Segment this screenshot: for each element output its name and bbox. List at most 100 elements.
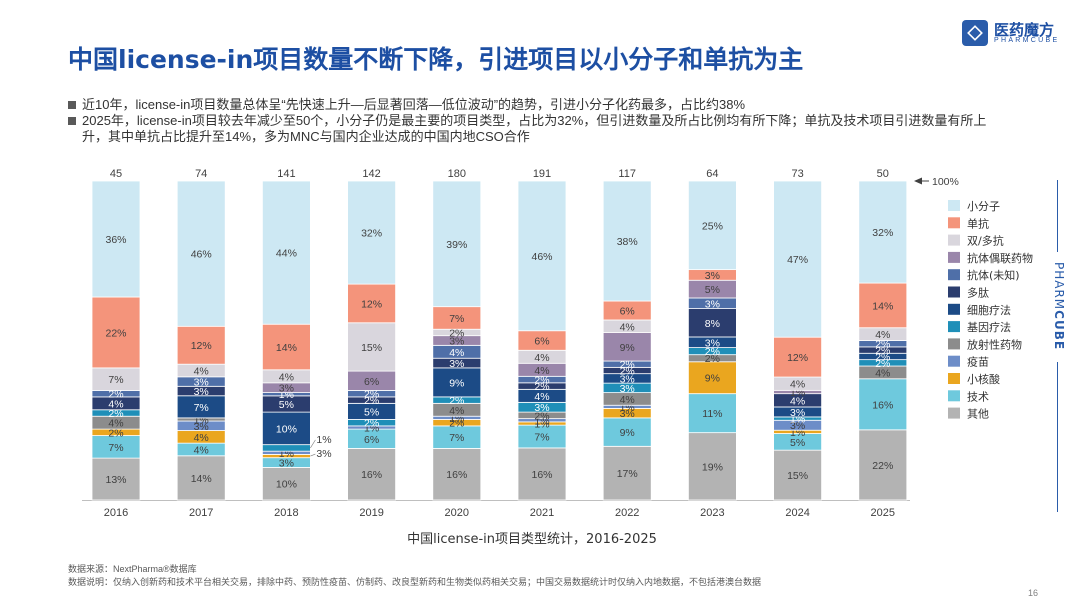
legend-swatch xyxy=(948,338,960,350)
bar-segment xyxy=(261,180,311,325)
bar-segment xyxy=(602,445,652,501)
bar-segment xyxy=(176,180,226,327)
data-label: 9% xyxy=(705,373,720,385)
data-label: 12% xyxy=(787,352,808,364)
x-tick-label: 2025 xyxy=(871,507,895,519)
bullet-text: 2025年，license-in项目较去年减少至50个，小分子仍是最主要的项目类… xyxy=(82,113,987,144)
side-brand-part2: CUBE xyxy=(1052,310,1066,351)
data-label: 14% xyxy=(872,300,893,312)
data-label: 3% xyxy=(620,373,635,385)
data-label: 4% xyxy=(534,352,549,364)
bullet-item: 近10年，license-in项目数量总体呈“先快速上升—后显著回落—低位波动”… xyxy=(68,97,1008,113)
data-label: 3% xyxy=(194,386,209,398)
data-label: 4% xyxy=(534,391,549,403)
bar-segment xyxy=(602,332,652,362)
data-label: 2% xyxy=(534,381,549,393)
data-label: 2% xyxy=(449,418,464,430)
legend-swatch xyxy=(948,355,960,367)
data-label: 6% xyxy=(620,305,635,317)
bar-segment xyxy=(176,455,226,501)
data-label: 19% xyxy=(702,461,723,473)
data-label: 3% xyxy=(705,337,720,349)
x-tick-label: 2020 xyxy=(445,507,469,519)
data-label: 16% xyxy=(531,469,552,481)
data-label: 7% xyxy=(108,442,123,454)
data-label: 46% xyxy=(531,251,552,263)
legend-swatch xyxy=(948,390,960,402)
data-label: 39% xyxy=(446,239,467,251)
data-label: 12% xyxy=(361,298,382,310)
data-label: 4% xyxy=(449,405,464,417)
data-label: 3% xyxy=(194,377,209,389)
summary-bullets: 近10年，license-in项目数量总体呈“先快速上升—后显著回落—低位波动”… xyxy=(68,97,1008,145)
bar-segment xyxy=(773,180,822,338)
data-label: 7% xyxy=(449,432,464,444)
data-label: 6% xyxy=(534,336,549,348)
data-label: 25% xyxy=(702,220,723,232)
bar-total-label: 141 xyxy=(277,168,295,180)
bar-total-label: 73 xyxy=(791,168,803,180)
bar-total-label: 74 xyxy=(195,168,207,180)
data-label: 12% xyxy=(191,340,212,352)
data-label: 4% xyxy=(194,432,209,444)
legend-label: 多肽 xyxy=(967,286,989,300)
data-label: 3% xyxy=(279,383,294,395)
x-tick-label: 2021 xyxy=(530,507,554,519)
data-label: 17% xyxy=(617,468,638,480)
x-tick-label: 2024 xyxy=(785,507,809,519)
bar-segment xyxy=(858,180,908,284)
bar-total-label: 180 xyxy=(448,168,466,180)
x-tick-label: 2016 xyxy=(104,507,128,519)
data-label: 15% xyxy=(787,470,808,482)
bar-segment xyxy=(347,448,397,501)
data-label: 4% xyxy=(875,329,890,341)
data-label: 7% xyxy=(108,374,123,386)
x-tick-label: 2022 xyxy=(615,507,639,519)
percent-marker-label: 100% xyxy=(932,176,959,188)
data-label: 2% xyxy=(108,408,123,420)
bar-segment xyxy=(347,283,397,324)
bar-segment xyxy=(688,180,737,271)
bullet-item: 2025年，license-in项目较去年减少至50个，小分子仍是最主要的项目类… xyxy=(68,113,1008,145)
bar-segment xyxy=(91,457,141,501)
data-label: 13% xyxy=(105,474,126,486)
data-label: 2% xyxy=(875,339,890,351)
data-label: 4% xyxy=(108,398,123,410)
data-label: 4% xyxy=(194,444,209,456)
data-label: 3% xyxy=(790,407,805,419)
data-label: 7% xyxy=(449,313,464,325)
bar-segment xyxy=(517,447,567,501)
bar-segment xyxy=(432,448,482,501)
bullet-text: 近10年，license-in项目数量总体呈“先快速上升—后显著回落—低位波动”… xyxy=(82,97,746,112)
cube-icon xyxy=(962,20,988,46)
data-label: 4% xyxy=(194,366,209,378)
data-label: 14% xyxy=(276,342,297,354)
data-label: 4% xyxy=(108,418,123,430)
legend-label: 放射性药物 xyxy=(967,337,1022,351)
data-label: 10% xyxy=(276,423,297,435)
data-source: 数据来源：NextPharma®数据库 xyxy=(68,564,197,574)
bar-total-label: 142 xyxy=(362,168,380,180)
data-label: 2% xyxy=(620,359,635,371)
legend-swatch xyxy=(948,200,960,211)
page-title: 中国license-in项目数量不断下降，引进项目以小分子和单抗为主 xyxy=(68,45,804,74)
side-brand: PHARMCUBE xyxy=(1052,262,1066,350)
legend-swatch xyxy=(948,269,960,281)
bar-segment xyxy=(91,296,141,369)
leader-line xyxy=(310,453,316,457)
legend-swatch xyxy=(948,373,960,384)
bar-segment xyxy=(688,393,737,434)
bar-segment xyxy=(858,378,908,431)
legend-label: 单抗 xyxy=(967,216,989,230)
data-label: 44% xyxy=(276,248,297,260)
legend-label: 疫苗 xyxy=(967,355,989,369)
legend-label: 其他 xyxy=(967,408,989,421)
data-label: 5% xyxy=(790,437,805,449)
data-label: 2% xyxy=(108,389,123,401)
data-label: 9% xyxy=(620,427,635,439)
page-number: 16 xyxy=(1028,588,1039,598)
legend-swatch xyxy=(948,234,960,246)
data-label: 4% xyxy=(620,321,635,333)
bar-segment xyxy=(176,325,226,365)
bar-segment xyxy=(432,367,482,398)
